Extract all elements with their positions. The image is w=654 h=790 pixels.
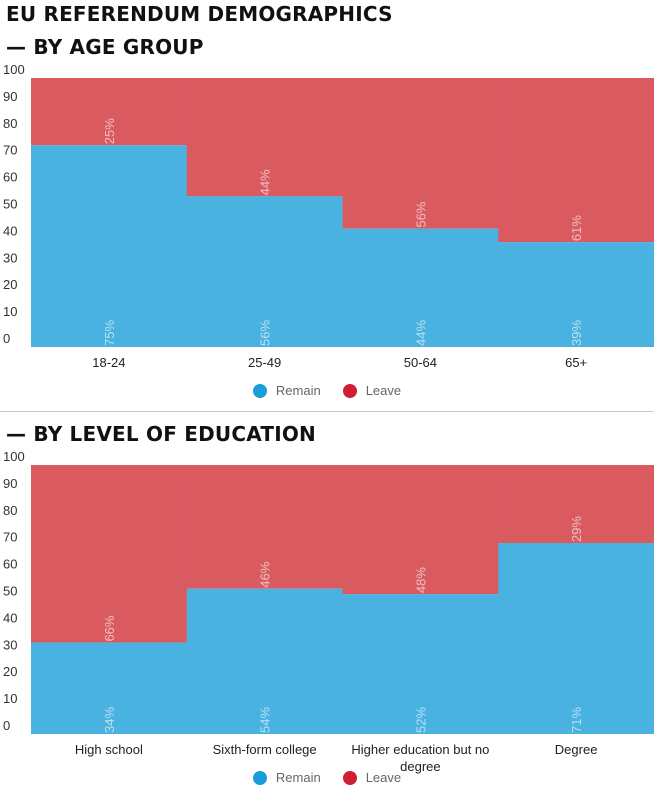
y-tick-label: 90 [3,89,17,104]
data-label-leave: 29% [569,516,584,542]
data-label-leave: 56% [413,201,428,227]
age-chart-title: — BY AGE GROUP [6,35,204,59]
education-chart-title: — BY LEVEL OF EDUCATION [6,422,316,446]
bar-leave[interactable] [498,78,654,243]
y-tick-label: 10 [3,691,17,706]
data-label-remain: 75% [102,320,117,346]
x-tick-label: 25-49 [248,355,281,370]
x-tick-label: Sixth-form college [213,742,317,757]
leave-swatch-icon [342,383,357,398]
bar-leave[interactable] [31,78,188,146]
data-label-remain: 54% [258,707,273,733]
bar-leave[interactable] [498,465,654,544]
bar-remain[interactable] [342,594,499,734]
x-tick-label: 18-24 [92,355,125,370]
legend-leave-label: Leave [365,383,402,398]
x-tick-label: Degree [555,742,598,757]
bar-remain[interactable] [31,642,188,734]
data-label-remain: 44% [413,320,428,346]
data-label-leave: 66% [102,615,117,641]
data-label-remain: 39% [569,320,584,346]
y-tick-label: 100 [3,62,25,77]
remain-swatch-icon [252,770,267,785]
bar-remain[interactable] [31,145,188,347]
age-chart-legend: Remain Leave [0,383,654,398]
y-tick-label: 90 [3,476,17,491]
y-tick-label: 70 [3,143,17,158]
bar-leave[interactable] [342,78,499,229]
legend-remain-label: Remain [275,383,321,398]
data-label-leave: 61% [569,215,584,241]
y-tick-label: 50 [3,584,17,599]
legend-leave-label: Leave [365,770,402,785]
data-label-remain: 71% [569,707,584,733]
education-chart: 0 10 20 30 40 50 60 70 80 90 100 34% 66% High school 5… [3,449,654,774]
data-label-leave: 48% [413,567,428,593]
data-label-remain: 52% [413,707,428,733]
education-chart-legend: Remain Leave [0,770,654,785]
x-tick-label: 65+ [565,355,587,370]
data-label-remain: 56% [258,320,273,346]
y-tick-label: 20 [3,277,17,292]
bar-remain[interactable] [342,228,499,347]
y-tick-label: 40 [3,223,17,238]
y-tick-label: 100 [3,449,25,464]
bar-remain[interactable] [186,588,343,734]
y-tick-label: 40 [3,610,17,625]
bar-leave[interactable] [186,465,343,589]
bar-leave[interactable] [342,465,499,595]
y-tick-label: 10 [3,304,17,319]
bar-leave[interactable] [186,78,343,197]
y-tick-label: 60 [3,170,17,185]
x-tick-label: 50-64 [404,355,437,370]
x-tick-label: Higher education but no degree [351,742,489,774]
y-tick-label: 0 [3,331,10,346]
y-tick-label: 80 [3,503,17,518]
y-tick-label: 30 [3,250,17,265]
bar-remain[interactable] [498,543,654,734]
y-tick-label: 30 [3,637,17,652]
y-tick-label: 60 [3,557,17,572]
data-label-leave: 46% [258,561,273,587]
y-tick-label: 20 [3,664,17,679]
section-divider [0,411,654,412]
x-tick-label: High school [75,742,143,757]
legend-remain[interactable]: Remain [252,383,321,398]
y-tick-label: 80 [3,116,17,131]
y-tick-label: 50 [3,197,17,212]
y-tick-label: 70 [3,530,17,545]
bar-leave[interactable] [31,465,188,643]
age-group-chart: 0 10 20 30 40 50 60 70 80 90 100 75% 25% 18-24 56% 44% 2… [3,62,654,370]
y-tick-label: 0 [3,718,10,733]
data-label-leave: 25% [102,118,117,144]
legend-remain[interactable]: Remain [252,770,321,785]
data-label-leave: 44% [258,169,273,195]
data-label-remain: 34% [102,707,117,733]
bar-remain[interactable] [498,242,654,347]
bar-remain[interactable] [186,196,343,347]
legend-leave[interactable]: Leave [342,383,402,398]
remain-swatch-icon [252,383,267,398]
page-title: EU REFERENDUM DEMOGRAPHICS [6,2,393,26]
leave-swatch-icon [342,770,357,785]
legend-leave[interactable]: Leave [342,770,402,785]
legend-remain-label: Remain [275,770,321,785]
